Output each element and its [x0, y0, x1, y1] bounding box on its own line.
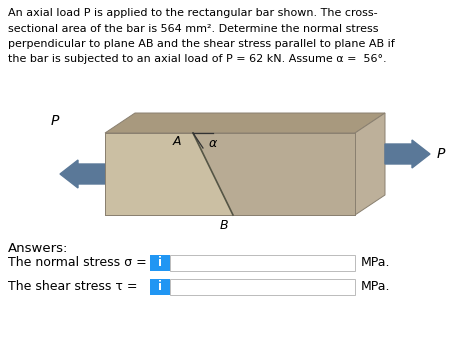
FancyBboxPatch shape — [170, 279, 355, 295]
Text: Answers:: Answers: — [8, 242, 68, 255]
Text: α: α — [209, 137, 217, 150]
Text: the bar is subjected to an axial load of P = 62 kN. Assume α =  56°.: the bar is subjected to an axial load of… — [8, 55, 387, 64]
Text: The normal stress σ =: The normal stress σ = — [8, 256, 151, 269]
Text: P: P — [51, 114, 59, 128]
FancyArrow shape — [385, 140, 430, 168]
Polygon shape — [193, 133, 355, 215]
Text: A: A — [173, 135, 181, 148]
Text: An axial load P is applied to the rectangular bar shown. The cross-: An axial load P is applied to the rectan… — [8, 8, 378, 18]
Text: i: i — [158, 281, 162, 294]
Text: sectional area of the bar is 564 mm². Determine the normal stress: sectional area of the bar is 564 mm². De… — [8, 24, 379, 33]
Text: B: B — [219, 219, 228, 232]
Text: The shear stress τ =: The shear stress τ = — [8, 281, 142, 294]
FancyBboxPatch shape — [150, 255, 170, 271]
Polygon shape — [105, 113, 385, 133]
Polygon shape — [105, 133, 355, 215]
Text: MPa.: MPa. — [361, 281, 391, 294]
FancyBboxPatch shape — [170, 255, 355, 271]
Polygon shape — [355, 113, 385, 215]
Text: perpendicular to plane AB and the shear stress parallel to plane AB if: perpendicular to plane AB and the shear … — [8, 39, 395, 49]
Text: MPa.: MPa. — [361, 256, 391, 269]
Text: P: P — [437, 147, 446, 161]
FancyArrow shape — [60, 160, 105, 188]
FancyBboxPatch shape — [150, 279, 170, 295]
Text: i: i — [158, 256, 162, 269]
